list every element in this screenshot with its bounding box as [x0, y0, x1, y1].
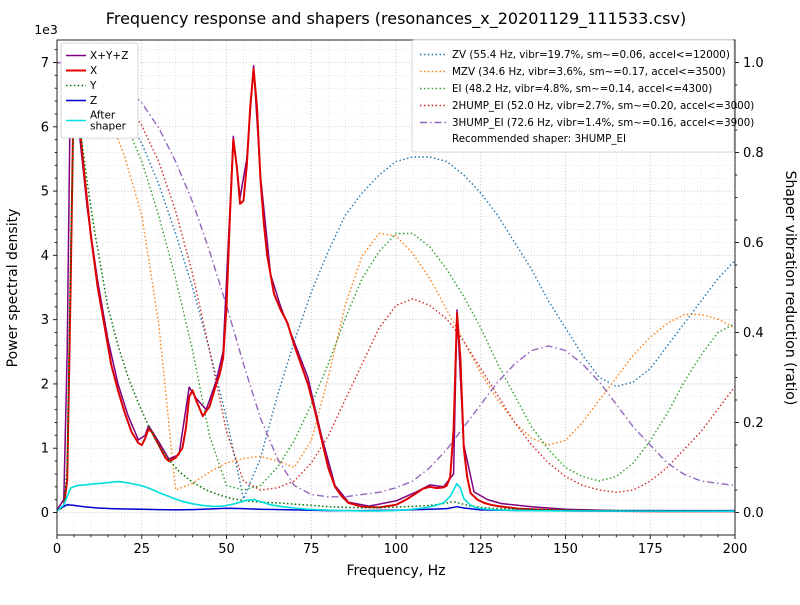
legend-label: MZV (34.6 Hz, vibr=3.6%, sm~=0.17, accel…	[452, 66, 726, 78]
series-ZV	[56, 61, 736, 500]
tick-labels: 0 25 50 75 100 125 150 175 200 0 1 2 3 4 5 6 7 0.0 0.2 0.4 0…	[41, 56, 764, 557]
x-tick-label: 125	[468, 542, 493, 557]
x-tick-label: 25	[133, 542, 150, 557]
y-left-tick-label: 6	[41, 120, 49, 135]
y-right-tick-label: 0.6	[743, 236, 764, 251]
y-right-tick-label: 0.8	[743, 146, 764, 161]
legend-label: X	[90, 65, 97, 77]
series-MZV	[56, 61, 736, 491]
y-axis-label-left: Power spectral density	[5, 209, 21, 368]
series-Z	[56, 504, 735, 512]
legend-label: 3HUMP_EI (72.6 Hz, vibr=1.4%, sm~=0.16, …	[452, 117, 754, 129]
x-tick-label: 200	[723, 542, 748, 557]
x-tick-label: 0	[53, 542, 61, 557]
series-3HUMP_EI	[56, 61, 736, 498]
legend-label: 2HUMP_EI (52.0 Hz, vibr=2.7%, sm~=0.20, …	[452, 100, 754, 112]
legend-label: X+Y+Z	[90, 50, 128, 62]
y-left-tick-label: 3	[41, 313, 49, 328]
legend-label: Z	[90, 95, 97, 107]
x-tick-label: 175	[638, 542, 663, 557]
y-left-tick-label: 4	[41, 249, 49, 264]
y-left-tick-label: 1	[41, 442, 49, 457]
y-left-tick-label: 7	[41, 56, 49, 71]
legend-label: shaper	[90, 121, 127, 133]
legend-label: After	[90, 110, 116, 122]
tick-marks	[53, 49, 739, 539]
y-right-tick-label: 0.4	[743, 326, 764, 341]
series-EI	[56, 61, 736, 491]
chart-title: Frequency response and shapers (resonanc…	[106, 9, 686, 29]
y-right-tick-label: 0.0	[743, 506, 764, 521]
x-tick-label: 150	[553, 542, 578, 557]
x-axis-label: Frequency, Hz	[346, 563, 445, 579]
legend-label: EI (48.2 Hz, vibr=4.8%, sm~=0.14, accel<…	[452, 83, 712, 95]
y-left-tick-label: 5	[41, 185, 49, 200]
y-axis-offset-text: 1e3	[34, 22, 58, 37]
legend-label: Y	[89, 80, 97, 92]
y-left-tick-label: 0	[41, 506, 49, 521]
series-X	[56, 67, 735, 513]
y-right-tick-label: 1.0	[743, 56, 764, 71]
y-right-tick-label: 0.2	[743, 416, 764, 431]
series-After shaper	[56, 480, 736, 512]
y-left-tick-label: 2	[41, 377, 49, 392]
x-tick-label: 75	[303, 542, 320, 557]
x-tick-label: 50	[218, 542, 235, 557]
y-axis-label-right: Shaper vibration reduction (ratio)	[782, 171, 798, 406]
legend-recommended-note: Recommended shaper: 3HUMP_EI	[452, 133, 626, 145]
legend-label: ZV (55.4 Hz, vibr=19.7%, sm~=0.06, accel…	[452, 49, 730, 61]
x-tick-label: 100	[384, 542, 409, 557]
legend-shapers: ZV (55.4 Hz, vibr=19.7%, sm~=0.06, accel…	[411, 39, 754, 153]
grid-minor	[57, 40, 735, 535]
